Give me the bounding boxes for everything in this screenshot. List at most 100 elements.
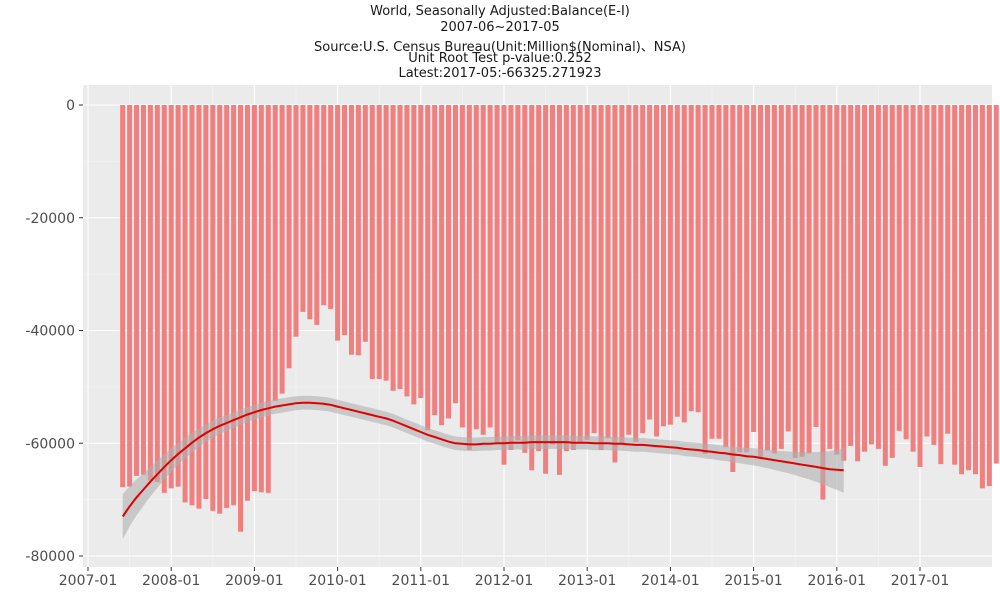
bar xyxy=(473,105,479,430)
bar xyxy=(570,105,576,451)
bar xyxy=(986,105,992,487)
bar xyxy=(432,105,438,416)
bar xyxy=(348,105,354,355)
bar xyxy=(896,105,902,431)
bar xyxy=(536,105,542,452)
bar xyxy=(120,105,126,488)
bar xyxy=(321,105,327,306)
x-tick-label: 2014-01 xyxy=(641,573,700,589)
bar xyxy=(563,105,569,452)
bar xyxy=(168,105,174,489)
chart-title-line-1: World, Seasonally Adjusted:Balance(E-I) xyxy=(370,4,630,19)
bar xyxy=(293,105,299,337)
bar xyxy=(446,105,452,419)
bar xyxy=(196,105,202,509)
bar xyxy=(328,105,334,310)
bar xyxy=(993,105,999,464)
bar xyxy=(647,105,653,420)
y-tick-label: 0 xyxy=(66,98,75,114)
bar xyxy=(688,105,694,412)
bar xyxy=(217,105,223,514)
bar xyxy=(868,105,874,445)
bar xyxy=(591,105,597,434)
chart-title-line-3: Source:U.S. Census Bureau(Unit:Million$(… xyxy=(314,40,686,55)
bar xyxy=(806,105,812,454)
smooth-trend-line xyxy=(121,401,844,518)
bar xyxy=(695,105,701,413)
smooth-line xyxy=(121,401,844,518)
chart-title-line-2: 2007-06~2017-05 xyxy=(440,20,560,35)
bar xyxy=(494,105,500,443)
bar xyxy=(515,105,521,441)
bar xyxy=(224,105,230,509)
bar xyxy=(584,105,590,440)
bar xyxy=(307,105,313,320)
bar xyxy=(522,105,528,453)
bar xyxy=(841,105,847,461)
bar xyxy=(778,105,784,449)
bar xyxy=(945,105,951,434)
bar xyxy=(792,105,798,458)
bar xyxy=(147,105,153,481)
bar xyxy=(140,105,146,475)
x-tick-label: 2007-01 xyxy=(59,573,118,589)
bar xyxy=(134,105,140,476)
bar xyxy=(938,105,944,465)
x-tick-label: 2009-01 xyxy=(225,573,284,589)
x-axis: 2007-01 2008-01 2009-01 2010-01 2011-01 2012-… xyxy=(59,567,949,589)
bar xyxy=(848,105,854,447)
bar xyxy=(972,105,978,475)
x-tick-label: 2011-01 xyxy=(392,573,451,589)
bar xyxy=(959,105,965,475)
bar xyxy=(903,105,909,440)
bar xyxy=(862,105,868,452)
x-tick-label: 2010-01 xyxy=(308,573,367,589)
bar xyxy=(452,105,458,404)
x-tick-label: 2016-01 xyxy=(808,573,867,589)
bar xyxy=(889,105,895,458)
bar xyxy=(286,105,292,369)
bars xyxy=(120,105,999,532)
bar xyxy=(425,105,431,431)
bar xyxy=(882,105,888,466)
bar xyxy=(834,105,840,455)
bar xyxy=(466,105,472,451)
bar xyxy=(730,105,736,473)
bar xyxy=(411,105,417,405)
bar xyxy=(917,105,923,467)
bar xyxy=(127,105,133,487)
x-tick-label: 2012-01 xyxy=(475,573,534,589)
x-tick-label: 2013-01 xyxy=(558,573,617,589)
chart-title-line-4: Unit Root Test p-value:0.252 xyxy=(408,51,592,66)
bar xyxy=(827,105,833,449)
x-tick-label: 2008-01 xyxy=(142,573,201,589)
bar xyxy=(577,105,583,443)
bar xyxy=(751,105,757,432)
y-tick-label: -80000 xyxy=(25,549,75,565)
bar xyxy=(737,105,743,453)
bar xyxy=(674,105,680,417)
bar xyxy=(265,105,271,493)
bar xyxy=(251,105,257,492)
bar xyxy=(764,105,770,451)
bar xyxy=(598,105,604,451)
bar xyxy=(723,105,729,448)
bar xyxy=(418,105,424,399)
bar xyxy=(799,105,805,457)
bar xyxy=(439,105,445,426)
bar xyxy=(501,105,507,465)
bar xyxy=(342,105,348,336)
bar xyxy=(231,105,237,506)
bar xyxy=(272,105,278,401)
bar xyxy=(681,105,687,423)
bar xyxy=(397,105,403,390)
bar xyxy=(702,105,708,454)
bar xyxy=(369,105,375,379)
bar xyxy=(771,105,777,454)
bar xyxy=(459,105,465,428)
bar xyxy=(626,105,632,435)
bar xyxy=(605,105,611,439)
bar xyxy=(210,105,216,511)
bar xyxy=(660,105,666,427)
